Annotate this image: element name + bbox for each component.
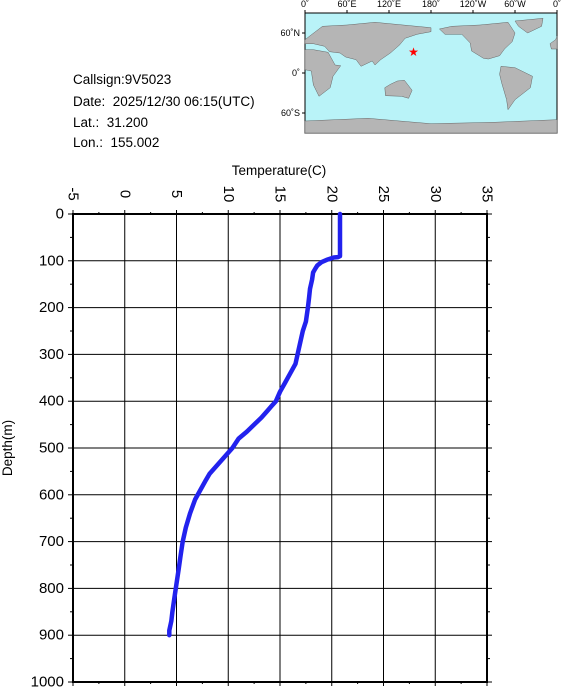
landmass (304, 49, 342, 97)
star-icon: ★ (408, 45, 419, 59)
y-tick-label: 300 (39, 346, 64, 363)
y-tick-label: 800 (39, 580, 64, 597)
map-lon-label: 180˚ (422, 0, 440, 9)
map-lon-label: 0˚ (301, 0, 309, 9)
map-lon-label: 60˚E (337, 0, 356, 9)
y-tick-label: 1000 (31, 674, 64, 690)
x-tick-label: 15 (272, 186, 289, 203)
x-tick-label: -5 (65, 187, 82, 200)
x-axis-label: Temperature(C) (232, 163, 327, 178)
y-axis-label: Depth(m) (0, 420, 15, 476)
landmass (304, 22, 432, 67)
callsign-text: Callsign:9V5023 (73, 72, 172, 87)
y-tick-label: 0 (56, 206, 64, 223)
map-latitude-labels: 60˚N 0˚ 60˚S (280, 28, 300, 118)
x-tick-label: 25 (375, 186, 392, 203)
plot-grid (72, 213, 488, 683)
temperature-profile-line (167, 211, 343, 638)
x-tick-label: 5 (168, 190, 185, 198)
landmass (549, 36, 558, 50)
map-land (304, 18, 558, 134)
y-tick-label: 400 (39, 393, 64, 410)
y-tick-label: 100 (39, 252, 64, 269)
x-tick-label: 10 (220, 186, 237, 203)
y-tick-label: 900 (39, 627, 64, 644)
x-tick-label: 35 (479, 186, 496, 203)
x-tick-labels: -5 0 5 10 15 20 25 30 35 (65, 186, 496, 203)
landmass (438, 22, 516, 60)
map-longitude-labels: 0˚ 60˚E 120˚E 180˚ 120˚W 60˚W 0˚ (301, 0, 561, 9)
landmass (384, 80, 413, 99)
x-tick-label: 20 (323, 186, 340, 203)
landmass (514, 18, 544, 34)
y-tick-label: 700 (39, 533, 64, 550)
longitude-text: Lon.: 155.002 (73, 135, 160, 150)
world-map: 0˚ 60˚E 120˚E 180˚ 120˚W 60˚W 0˚ 60˚N 0˚ 60˚S ★ (280, 0, 561, 134)
map-lat-label: 0˚ (292, 68, 300, 78)
map-lon-label: 60˚W (504, 0, 526, 9)
map-lon-label: 0˚ (553, 0, 561, 9)
y-tick-label: 500 (39, 440, 64, 457)
map-lat-label: 60˚S (281, 108, 300, 118)
landmass (499, 66, 533, 111)
y-tick-label: 200 (39, 299, 64, 316)
y-tick-label: 600 (39, 486, 64, 503)
map-lat-label: 60˚N (280, 28, 300, 38)
map-lon-label: 120˚E (377, 0, 401, 9)
latitude-text: Lat.: 31.200 (73, 115, 149, 130)
date-text: Date: 2025/12/30 06:15(UTC) (73, 94, 255, 109)
map-lon-label: 120˚W (460, 0, 487, 9)
landmass (304, 118, 558, 134)
map-graticule (302, 10, 558, 114)
plot-frame (72, 213, 488, 683)
x-tick-label: 30 (427, 186, 444, 203)
y-tick-labels: 0 100 200 300 400 500 600 700 800 900 1000 (31, 206, 64, 690)
x-tick-label: 0 (116, 190, 133, 198)
